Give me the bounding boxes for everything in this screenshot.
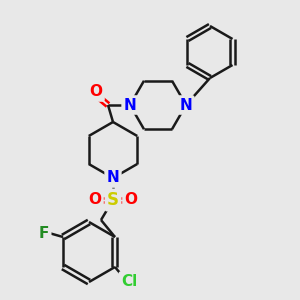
Text: O: O — [88, 193, 101, 208]
Text: Cl: Cl — [121, 274, 137, 289]
Text: S: S — [107, 191, 119, 209]
Text: O: O — [124, 193, 137, 208]
Text: F: F — [39, 226, 49, 241]
Text: O: O — [89, 85, 103, 100]
Text: N: N — [124, 98, 136, 112]
Text: N: N — [106, 170, 119, 185]
Text: N: N — [180, 98, 192, 112]
